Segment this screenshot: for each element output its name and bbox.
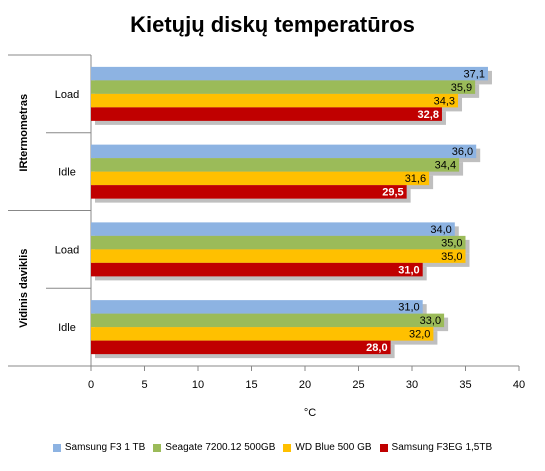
bar-label: 28,0 xyxy=(366,342,387,354)
bar xyxy=(91,235,466,250)
chart-plot: 0 5 10 15 20 25 30 35 40 °C IRtermometras Load 37,1 3… xyxy=(8,54,525,419)
bar xyxy=(91,144,477,159)
legend-swatch xyxy=(283,443,292,452)
bar xyxy=(91,80,476,94)
bar xyxy=(91,185,407,199)
bar xyxy=(91,262,423,277)
bar-label: 36,0 xyxy=(452,146,473,158)
bar-label: 32,8 xyxy=(418,109,439,121)
category-label: Idle xyxy=(58,322,76,334)
x-tick-label: 40 xyxy=(513,379,525,391)
x-tick-label: 35 xyxy=(459,379,471,391)
group-label: Vidinis daviklis xyxy=(18,249,30,328)
x-tick-label: 5 xyxy=(141,379,147,391)
bar-label: 35,9 xyxy=(451,82,472,94)
bar-label: 32,0 xyxy=(409,329,430,341)
legend-label: Samsung F3 1 TB xyxy=(64,442,146,453)
bar-label: 35,0 xyxy=(441,251,462,263)
x-tick-label: 20 xyxy=(299,379,311,391)
bar xyxy=(91,107,442,121)
bar-label: 35,0 xyxy=(441,237,462,249)
legend-swatch xyxy=(153,443,162,452)
category-label: Idle xyxy=(58,167,76,179)
legend-label: WD Blue 500 GB xyxy=(295,442,372,453)
bar xyxy=(91,171,430,186)
category-label: Load xyxy=(55,244,79,256)
x-axis-title: °C xyxy=(304,407,316,419)
bar-label: 34,4 xyxy=(435,160,456,172)
x-tick-label: 15 xyxy=(245,379,257,391)
bar xyxy=(91,327,434,341)
legend-label: Seagate 7200.12 500GB xyxy=(165,442,276,453)
legend-item: Samsung F3EG 1,5TB xyxy=(379,442,493,453)
bar-label: 31,0 xyxy=(398,302,419,314)
x-tick-label: 25 xyxy=(352,379,364,391)
bar xyxy=(91,158,460,172)
bar xyxy=(91,93,459,108)
legend-item: Samsung F3 1 TB xyxy=(52,442,146,453)
bar-label: 34,3 xyxy=(434,95,455,107)
group-label: IRtermometras xyxy=(18,94,30,172)
x-tick-label: 10 xyxy=(192,379,204,391)
bar-label: 37,1 xyxy=(464,68,485,80)
legend-swatch xyxy=(379,443,388,452)
legend-item: Seagate 7200.12 500GB xyxy=(153,442,275,453)
legend-swatch xyxy=(52,443,61,452)
bar xyxy=(91,222,455,236)
bar-label: 33,0 xyxy=(420,315,441,327)
chart-title: Kietųjų diskų temperatūros xyxy=(130,12,415,37)
chart-legend: Samsung F3 1 TB Seagate 7200.12 500GB WD… xyxy=(0,442,545,453)
bar xyxy=(91,313,445,328)
bar-label: 31,6 xyxy=(405,173,426,185)
bar xyxy=(91,66,488,81)
legend-item: WD Blue 500 GB xyxy=(283,442,372,453)
bar xyxy=(91,249,466,263)
bar xyxy=(91,340,391,355)
bar-label: 34,0 xyxy=(430,224,451,236)
legend-label: Samsung F3EG 1,5TB xyxy=(391,442,493,453)
bar xyxy=(91,300,423,314)
x-tick-label: 30 xyxy=(406,379,418,391)
category-label: Load xyxy=(55,89,79,101)
x-tick-label: 0 xyxy=(88,379,94,391)
bar-label: 31,0 xyxy=(398,264,419,276)
bar-label: 29,5 xyxy=(382,187,403,199)
